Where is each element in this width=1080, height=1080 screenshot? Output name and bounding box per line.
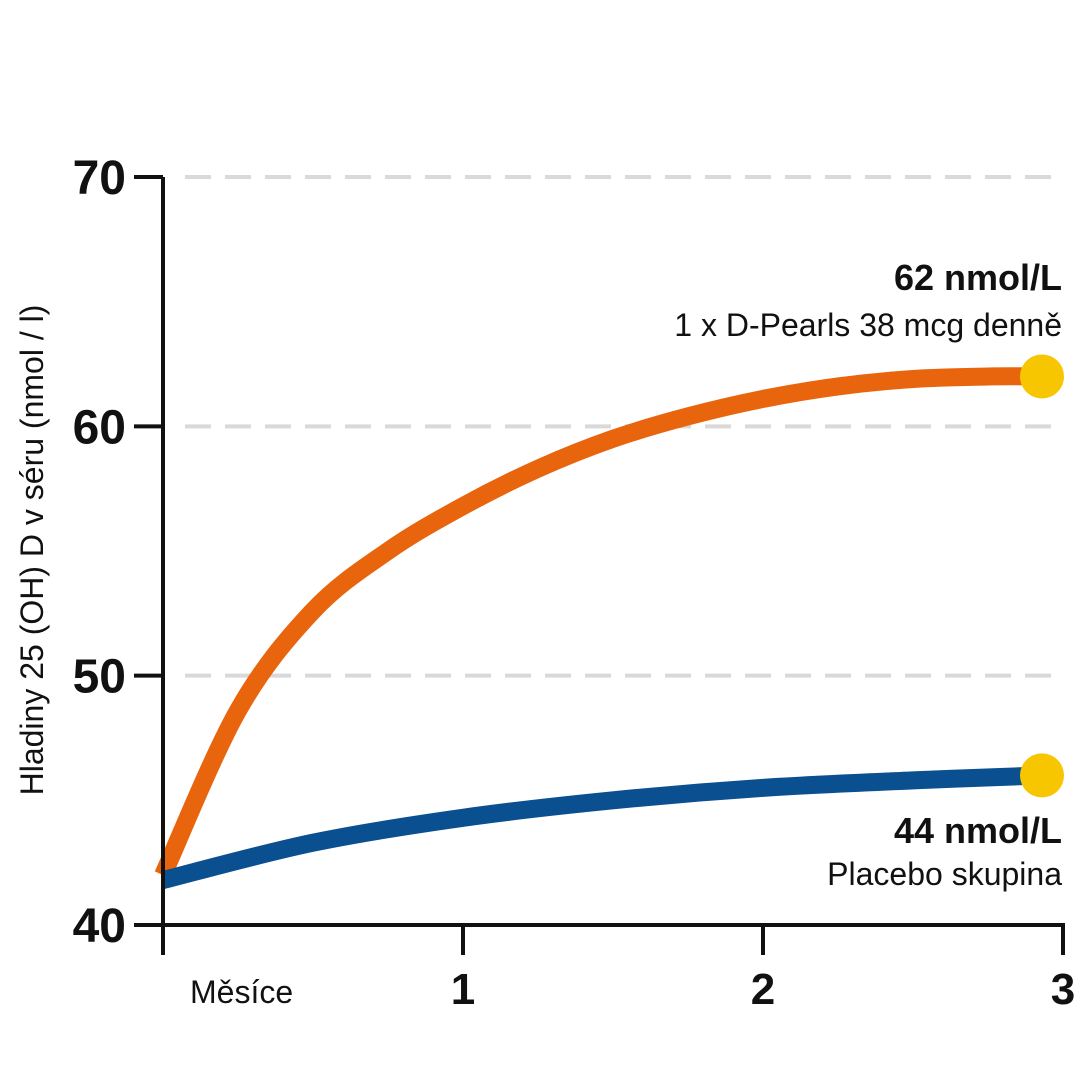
annotation-label-d-pearls: 1 x D-Pearls 38 mcg denně (674, 307, 1062, 343)
grid-lines (185, 175, 1063, 678)
y-tick-label-50: 50 (73, 651, 126, 704)
series-line-1-x-d-pearls-38-mcg-denn (154, 367, 1043, 879)
x-tick-label-1: 1 (451, 965, 475, 1014)
y-tick-label-60: 60 (73, 401, 126, 454)
series-line-placebo-skupina (160, 766, 1043, 889)
annotation-value-placebo: 44 nmol/L (894, 810, 1062, 851)
annotation-value-d-pearls: 62 nmol/L (894, 257, 1062, 298)
endpoint-marker-placebo-skupina (1020, 753, 1064, 798)
x-tick-label-3: 3 (1051, 965, 1075, 1014)
y-tick-label-70: 70 (73, 152, 126, 205)
annotation-label-placebo: Placebo skupina (827, 856, 1062, 892)
annotations: 62 nmol/L 1 x D-Pearls 38 mcg denně 44 n… (674, 257, 1062, 892)
endpoint-marker-1-x-d-pearls-38-mcg-denn (1020, 354, 1064, 399)
tick-layer: 40 50 60 70 1 2 3 (73, 152, 1076, 1014)
x-tick-label-2: 2 (751, 965, 775, 1014)
y-tick-label-40: 40 (73, 900, 126, 953)
y-axis-label: Hladiny 25 (OH) D v séru (nmol / l) (14, 305, 50, 796)
axes (134, 177, 1065, 927)
series-layer (154, 354, 1064, 889)
x-axis-title: Měsíce (190, 974, 293, 1010)
